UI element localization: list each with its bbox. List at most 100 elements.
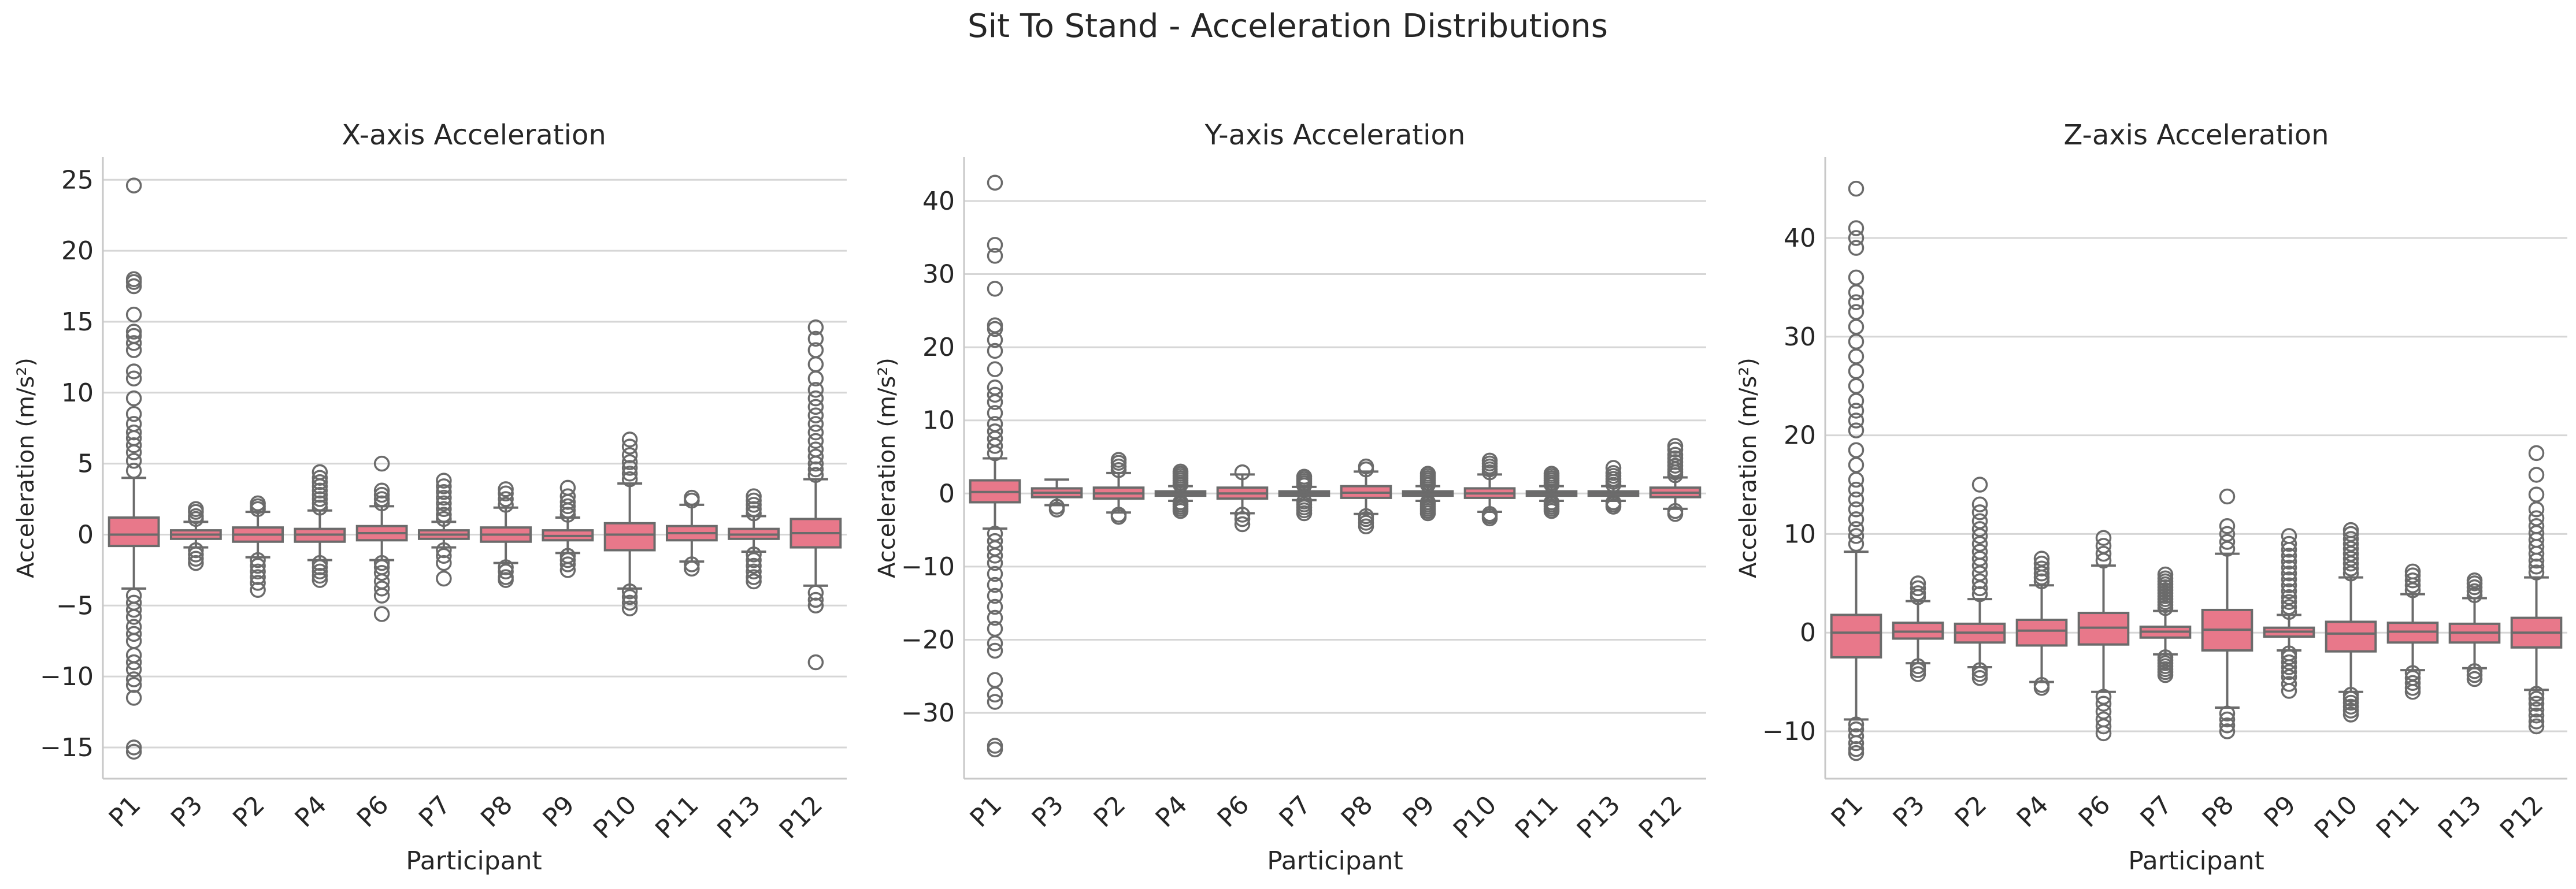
x-tick-label: P3 xyxy=(1888,790,1931,834)
box-p2 xyxy=(1954,477,2006,686)
outlier-point xyxy=(373,495,390,512)
outlier-point xyxy=(1848,457,1865,473)
y-tick-label: 20 xyxy=(922,333,955,362)
y-tick-label: 40 xyxy=(1784,224,1816,253)
outlier-point xyxy=(2281,583,2297,600)
outlier-point xyxy=(1971,586,1988,602)
outlier-point xyxy=(746,573,762,590)
outlier-point xyxy=(1296,505,1313,522)
outlier-point xyxy=(987,405,1003,421)
panel-x-axis: X-axis Acceleration Participant Accelera… xyxy=(13,119,847,876)
outlier-point xyxy=(2281,553,2297,570)
outlier-point xyxy=(2281,535,2297,552)
outlier-point xyxy=(312,470,328,486)
outlier-point xyxy=(373,581,390,597)
outlier-point xyxy=(1848,511,1865,527)
x-tick-label: P4 xyxy=(290,790,333,834)
outlier-point xyxy=(1848,304,1865,320)
x-tick-label: P11 xyxy=(1510,790,1564,845)
outlier-point xyxy=(2281,599,2297,615)
outlier-point xyxy=(2219,711,2236,728)
outlier-point xyxy=(2281,589,2297,605)
outlier-point xyxy=(125,463,142,479)
outlier-point xyxy=(2157,667,2174,683)
outlier-point xyxy=(1910,585,1926,601)
outlier-point xyxy=(125,424,142,441)
outlier-point xyxy=(746,563,762,580)
outlier-point xyxy=(1543,466,1560,482)
outlier-point xyxy=(2528,718,2545,735)
outlier-point xyxy=(125,626,142,642)
outlier-point xyxy=(2157,570,2174,587)
y-tick-label: −5 xyxy=(56,591,94,620)
outlier-point xyxy=(1971,662,1988,678)
outlier-point xyxy=(436,501,452,517)
outlier-point xyxy=(436,542,452,559)
outlier-point xyxy=(987,642,1003,659)
outlier-point xyxy=(436,511,452,527)
outlier-point xyxy=(2466,579,2483,596)
y-tick-label: 15 xyxy=(61,307,94,337)
outlier-point xyxy=(436,507,452,523)
outlier-point xyxy=(1848,716,1865,732)
outlier-point xyxy=(1848,528,1865,544)
y-axis-label: Acceleration (m/s²) xyxy=(1735,358,1762,578)
outlier-point xyxy=(746,557,762,574)
outlier-point xyxy=(125,654,142,671)
outlier-point xyxy=(2528,486,2545,503)
outlier-point xyxy=(2219,488,2236,505)
outlier-point xyxy=(2033,555,2050,572)
outlier-point xyxy=(498,563,514,580)
outlier-point xyxy=(2281,571,2297,587)
outlier-point xyxy=(559,556,576,572)
outlier-point xyxy=(312,559,328,575)
outlier-point xyxy=(312,495,328,512)
x-tick-label: P9 xyxy=(538,790,581,834)
outlier-point xyxy=(807,319,824,336)
box-p8 xyxy=(480,481,532,588)
outlier-point xyxy=(2281,594,2297,611)
outlier-point xyxy=(2343,531,2359,547)
outlier-point xyxy=(188,546,204,563)
outlier-point xyxy=(987,587,1003,604)
outlier-point xyxy=(559,552,576,568)
x-tick-label: P7 xyxy=(2135,790,2178,834)
outlier-point xyxy=(498,481,514,497)
outlier-point xyxy=(559,488,576,504)
outlier-point xyxy=(621,447,638,463)
x-tick-label: P3 xyxy=(165,790,209,834)
x-tick-label: P13 xyxy=(711,790,766,845)
outlier-point xyxy=(1848,728,1865,745)
x-tick-label: P6 xyxy=(2073,790,2117,834)
outlier-point xyxy=(1848,180,1865,197)
box-p11 xyxy=(665,489,718,577)
outlier-point xyxy=(1110,452,1127,468)
outlier-point xyxy=(1667,447,1684,463)
outlier-point xyxy=(2404,683,2421,700)
outlier-point xyxy=(1848,422,1865,438)
outlier-point xyxy=(125,370,142,386)
box-p12 xyxy=(790,319,842,671)
outlier-point xyxy=(2033,550,2050,567)
outlier-point xyxy=(1910,575,1926,592)
outlier-point xyxy=(987,248,1003,264)
x-tick-label: P12 xyxy=(1633,790,1688,845)
outlier-point xyxy=(621,589,638,605)
outlier-point xyxy=(2281,577,2297,593)
x-tick-label: P9 xyxy=(2259,790,2302,834)
box-p13 xyxy=(1587,460,1640,515)
outlier-point xyxy=(807,399,824,415)
outlier-point xyxy=(2219,723,2236,739)
outlier-point xyxy=(498,491,514,507)
outlier-point xyxy=(2281,528,2297,544)
outlier-point xyxy=(188,501,204,517)
outlier-point xyxy=(2281,559,2297,576)
outlier-point xyxy=(2343,690,2359,707)
outlier-point xyxy=(250,563,266,580)
outlier-point xyxy=(1234,464,1251,481)
box-p3 xyxy=(1031,478,1083,518)
outlier-point xyxy=(987,361,1003,377)
outlier-point xyxy=(2528,559,2545,575)
outlier-point xyxy=(188,555,204,571)
outlier-point xyxy=(559,562,576,578)
